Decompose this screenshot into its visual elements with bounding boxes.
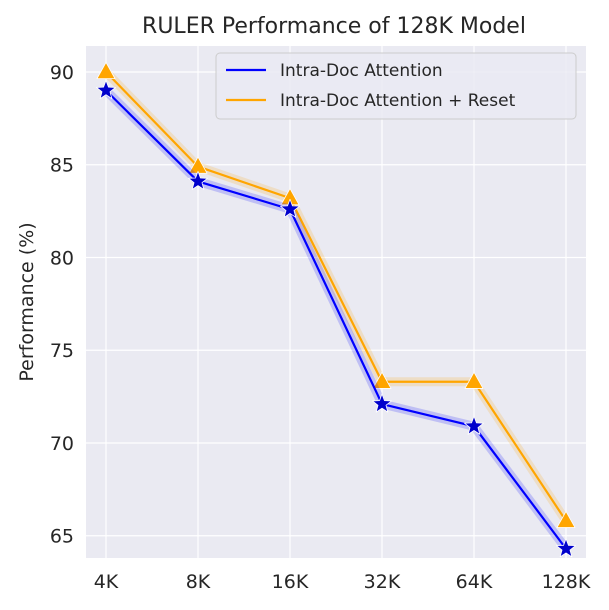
x-tick-label: 128K (542, 571, 591, 593)
plot-area (86, 46, 586, 558)
legend-box (215, 52, 577, 120)
legend-label-intra-doc-attention: Intra-Doc Attention (280, 61, 443, 81)
series-line-intra-doc-attention-reset (105, 71, 567, 522)
series-intra-doc-attention (96, 80, 576, 558)
y-tick-label: 85 (50, 155, 74, 177)
x-tick-label: 32K (364, 571, 401, 593)
data-point-intra-doc-attention-reset (556, 510, 576, 528)
data-point-intra-doc-attention (372, 393, 392, 413)
data-point-intra-doc-attention-reset (372, 371, 392, 389)
x-tick-label: 16K (272, 571, 309, 593)
y-tick-label: 80 (50, 247, 74, 269)
data-point-intra-doc-attention (464, 415, 484, 435)
x-tick-label: 4K (94, 571, 119, 593)
y-tick-label: 70 (50, 433, 74, 455)
data-point-intra-doc-attention (280, 198, 300, 218)
legend: Intra-Doc Attention Intra-Doc Attention … (215, 52, 577, 120)
series-intra-doc-attention-reset (96, 62, 576, 528)
series-layer (96, 62, 576, 558)
data-point-intra-doc-attention (188, 171, 208, 190)
grid (86, 46, 586, 558)
y-tick-label: 65 (50, 526, 74, 548)
data-point-intra-doc-attention-reset (96, 62, 116, 80)
x-tick-label: 64K (456, 571, 493, 593)
series-line-intra-doc-attention (105, 89, 567, 550)
y-tick-labels: 65 70 75 80 85 90 (50, 62, 74, 548)
legend-label-intra-doc-attention-reset: Intra-Doc Attention + Reset (280, 91, 516, 111)
data-point-intra-doc-attention (96, 80, 116, 100)
x-tick-label: 8K (186, 571, 211, 593)
chart-title: RULER Performance of 128K Model (142, 14, 526, 39)
data-point-intra-doc-attention (556, 538, 576, 558)
y-tick-label: 90 (50, 62, 74, 84)
x-tick-labels: 4K 8K 16K 32K 64K 128K (94, 571, 591, 593)
y-axis-label: Performance (%) (16, 222, 38, 381)
y-tick-label: 75 (50, 340, 74, 362)
data-point-intra-doc-attention-reset (464, 371, 484, 389)
